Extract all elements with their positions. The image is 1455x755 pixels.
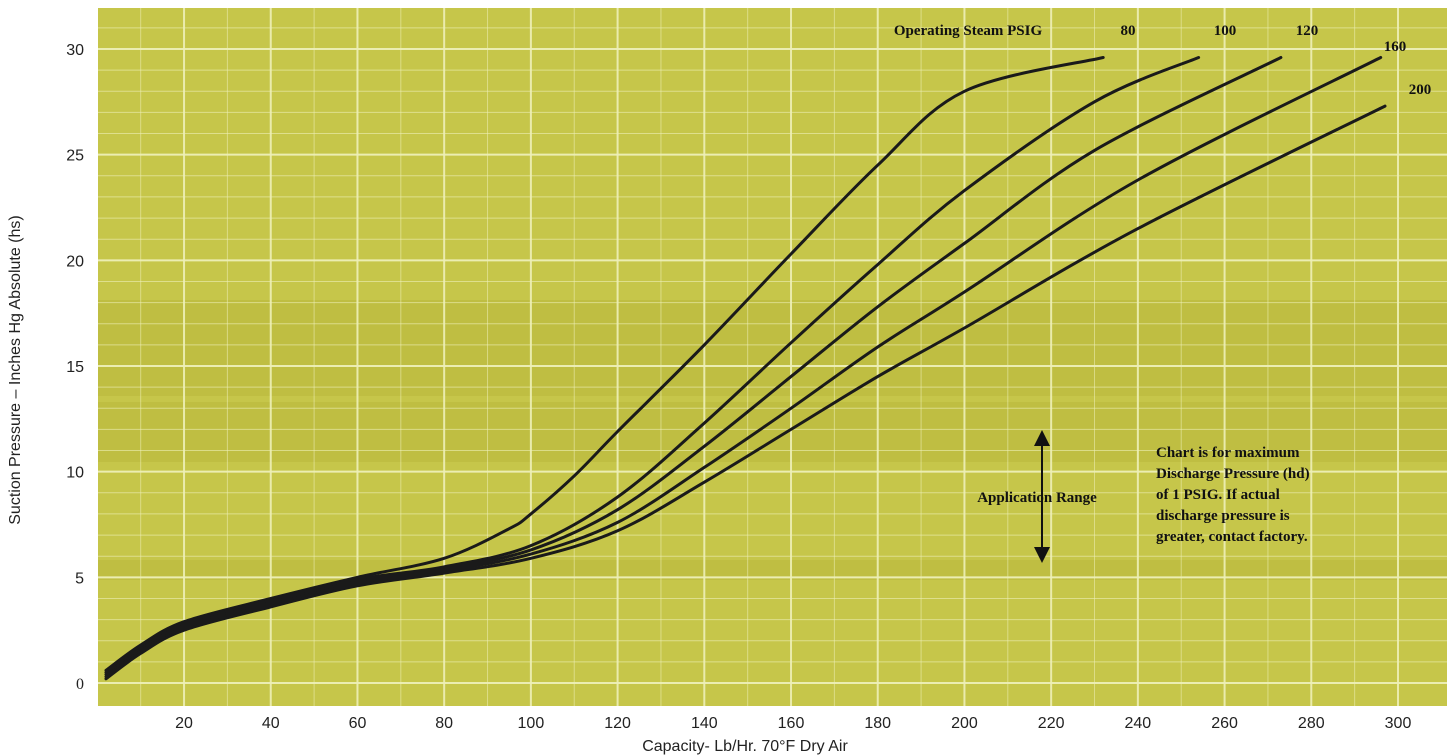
- plot-band: [98, 300, 1447, 396]
- grid-lines: [98, 8, 1447, 706]
- x-tick-label: 200: [951, 715, 978, 732]
- x-tick-label: 300: [1385, 715, 1412, 732]
- series-line-160: [104, 56, 1383, 679]
- y-tick-label: 20: [66, 253, 84, 270]
- plot-band: [98, 402, 1447, 462]
- series-line-80: [104, 56, 1105, 672]
- x-tick-label: 20: [175, 715, 193, 732]
- series-label-80: 80: [1121, 23, 1136, 39]
- note-line: Discharge Pressure (hd): [1156, 466, 1310, 482]
- legend-title: Operating Steam PSIG: [894, 23, 1043, 39]
- series-label-160: 160: [1384, 39, 1407, 55]
- note-line: Chart is for maximum: [1156, 445, 1300, 461]
- y-tick-label: 15: [66, 359, 84, 376]
- series-labels: 80 100 120 160 200: [1121, 23, 1432, 98]
- x-tick-label: 260: [1211, 715, 1238, 732]
- series-label-120: 120: [1296, 23, 1319, 39]
- y-tick-labels: 0 5 10 15 20 25 30: [66, 42, 84, 693]
- y-tick-label: 30: [66, 42, 84, 59]
- note-line: greater, contact factory.: [1156, 529, 1308, 545]
- x-tick-labels: 20 40 60 80 100 120 140 160 180 200 220 240 260 280 30…: [175, 715, 1411, 732]
- series-label-100: 100: [1214, 23, 1237, 39]
- x-tick-label: 80: [435, 715, 453, 732]
- x-tick-label: 140: [691, 715, 718, 732]
- x-tick-label: 160: [778, 715, 805, 732]
- y-tick-label: 5: [75, 570, 84, 587]
- x-tick-label: 180: [864, 715, 891, 732]
- series-line-100: [104, 56, 1201, 674]
- y-tick-label: 25: [66, 148, 84, 165]
- note-line: of 1 PSIG. If actual: [1156, 487, 1280, 503]
- y-axis-title: Suction Pressure – Inches Hg Absolute (h…: [7, 215, 24, 525]
- x-tick-label: 120: [604, 715, 631, 732]
- discharge-note: Chart is for maximum Discharge Pressure (…: [1156, 445, 1310, 545]
- series-line-200: [104, 104, 1387, 681]
- series-lines: [104, 56, 1387, 681]
- note-line: discharge pressure is: [1156, 508, 1290, 524]
- x-axis-title: Capacity- Lb/Hr. 70°F Dry Air: [642, 738, 848, 755]
- series-line-120: [104, 56, 1283, 676]
- x-tick-label: 60: [349, 715, 367, 732]
- y-tick-label: 10: [66, 465, 84, 482]
- y-tick-label: 0: [76, 676, 84, 693]
- x-tick-label: 240: [1125, 715, 1152, 732]
- x-tick-label: 40: [262, 715, 280, 732]
- application-range-arrow: [1034, 430, 1050, 563]
- application-range-label: Application Range: [977, 490, 1097, 506]
- x-tick-label: 220: [1038, 715, 1065, 732]
- x-tick-label: 280: [1298, 715, 1325, 732]
- x-tick-label: 100: [518, 715, 545, 732]
- series-label-200: 200: [1409, 82, 1432, 98]
